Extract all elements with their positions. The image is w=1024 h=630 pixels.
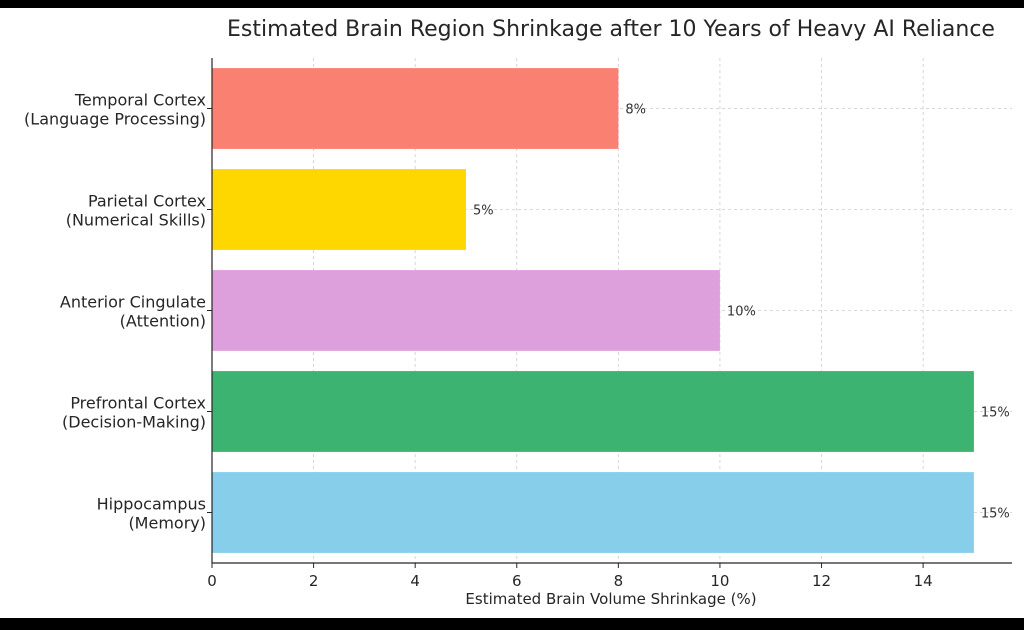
x-tick-label: 14 — [914, 572, 933, 590]
x-tick-label: 6 — [512, 572, 522, 590]
category-label: Hippocampus (Memory) — [97, 495, 206, 533]
bar — [212, 270, 720, 351]
x-axis-title: Estimated Brain Volume Shrinkage (%) — [465, 590, 756, 608]
bar — [212, 472, 974, 553]
category-label-line2: (Memory) — [128, 514, 206, 533]
bar — [212, 169, 466, 250]
category-label-line1: Hippocampus — [97, 495, 206, 514]
category-label-line1: Parietal Cortex — [88, 192, 206, 211]
bar — [212, 68, 619, 149]
bar-layer — [212, 68, 974, 553]
chart-title: Estimated Brain Region Shrinkage after 1… — [227, 17, 995, 42]
category-label-line1: Anterior Cingulate — [60, 293, 206, 312]
x-tick-label: 0 — [207, 572, 217, 590]
category-label: Anterior Cingulate (Attention) — [60, 293, 206, 331]
chart-frame: 0 2 4 6 8 10 12 14 Temporal Cortex (Language Proc… — [0, 8, 1024, 618]
data-label: 8% — [625, 103, 646, 118]
x-tick-label: 4 — [410, 572, 420, 590]
category-label-line2: (Decision-Making) — [62, 413, 206, 432]
bar — [212, 371, 974, 452]
category-label: Parietal Cortex (Numerical Skills) — [66, 192, 206, 230]
category-label: Prefrontal Cortex (Decision-Making) — [62, 394, 206, 432]
data-label: 15% — [981, 507, 1010, 522]
data-label: 15% — [981, 406, 1010, 421]
category-label-line2: (Language Processing) — [24, 110, 206, 129]
data-label: 10% — [727, 305, 756, 320]
category-label: Temporal Cortex (Language Processing) — [24, 91, 206, 129]
x-tick-label: 12 — [812, 572, 831, 590]
x-tick-label: 10 — [710, 572, 729, 590]
x-tick-label: 2 — [309, 572, 319, 590]
bar-chart: 0 2 4 6 8 10 12 14 Temporal Cortex (Language Proc… — [24, 17, 1012, 608]
category-label-line2: (Numerical Skills) — [66, 211, 206, 230]
x-tick-label: 8 — [614, 572, 624, 590]
category-label-line1: Temporal Cortex — [74, 91, 206, 110]
label-layer: 0 2 4 6 8 10 12 14 Temporal Cortex (Language Proc… — [24, 91, 1010, 591]
category-label-line1: Prefrontal Cortex — [70, 394, 206, 413]
category-label-line2: (Attention) — [120, 312, 206, 331]
data-label: 5% — [473, 204, 494, 219]
